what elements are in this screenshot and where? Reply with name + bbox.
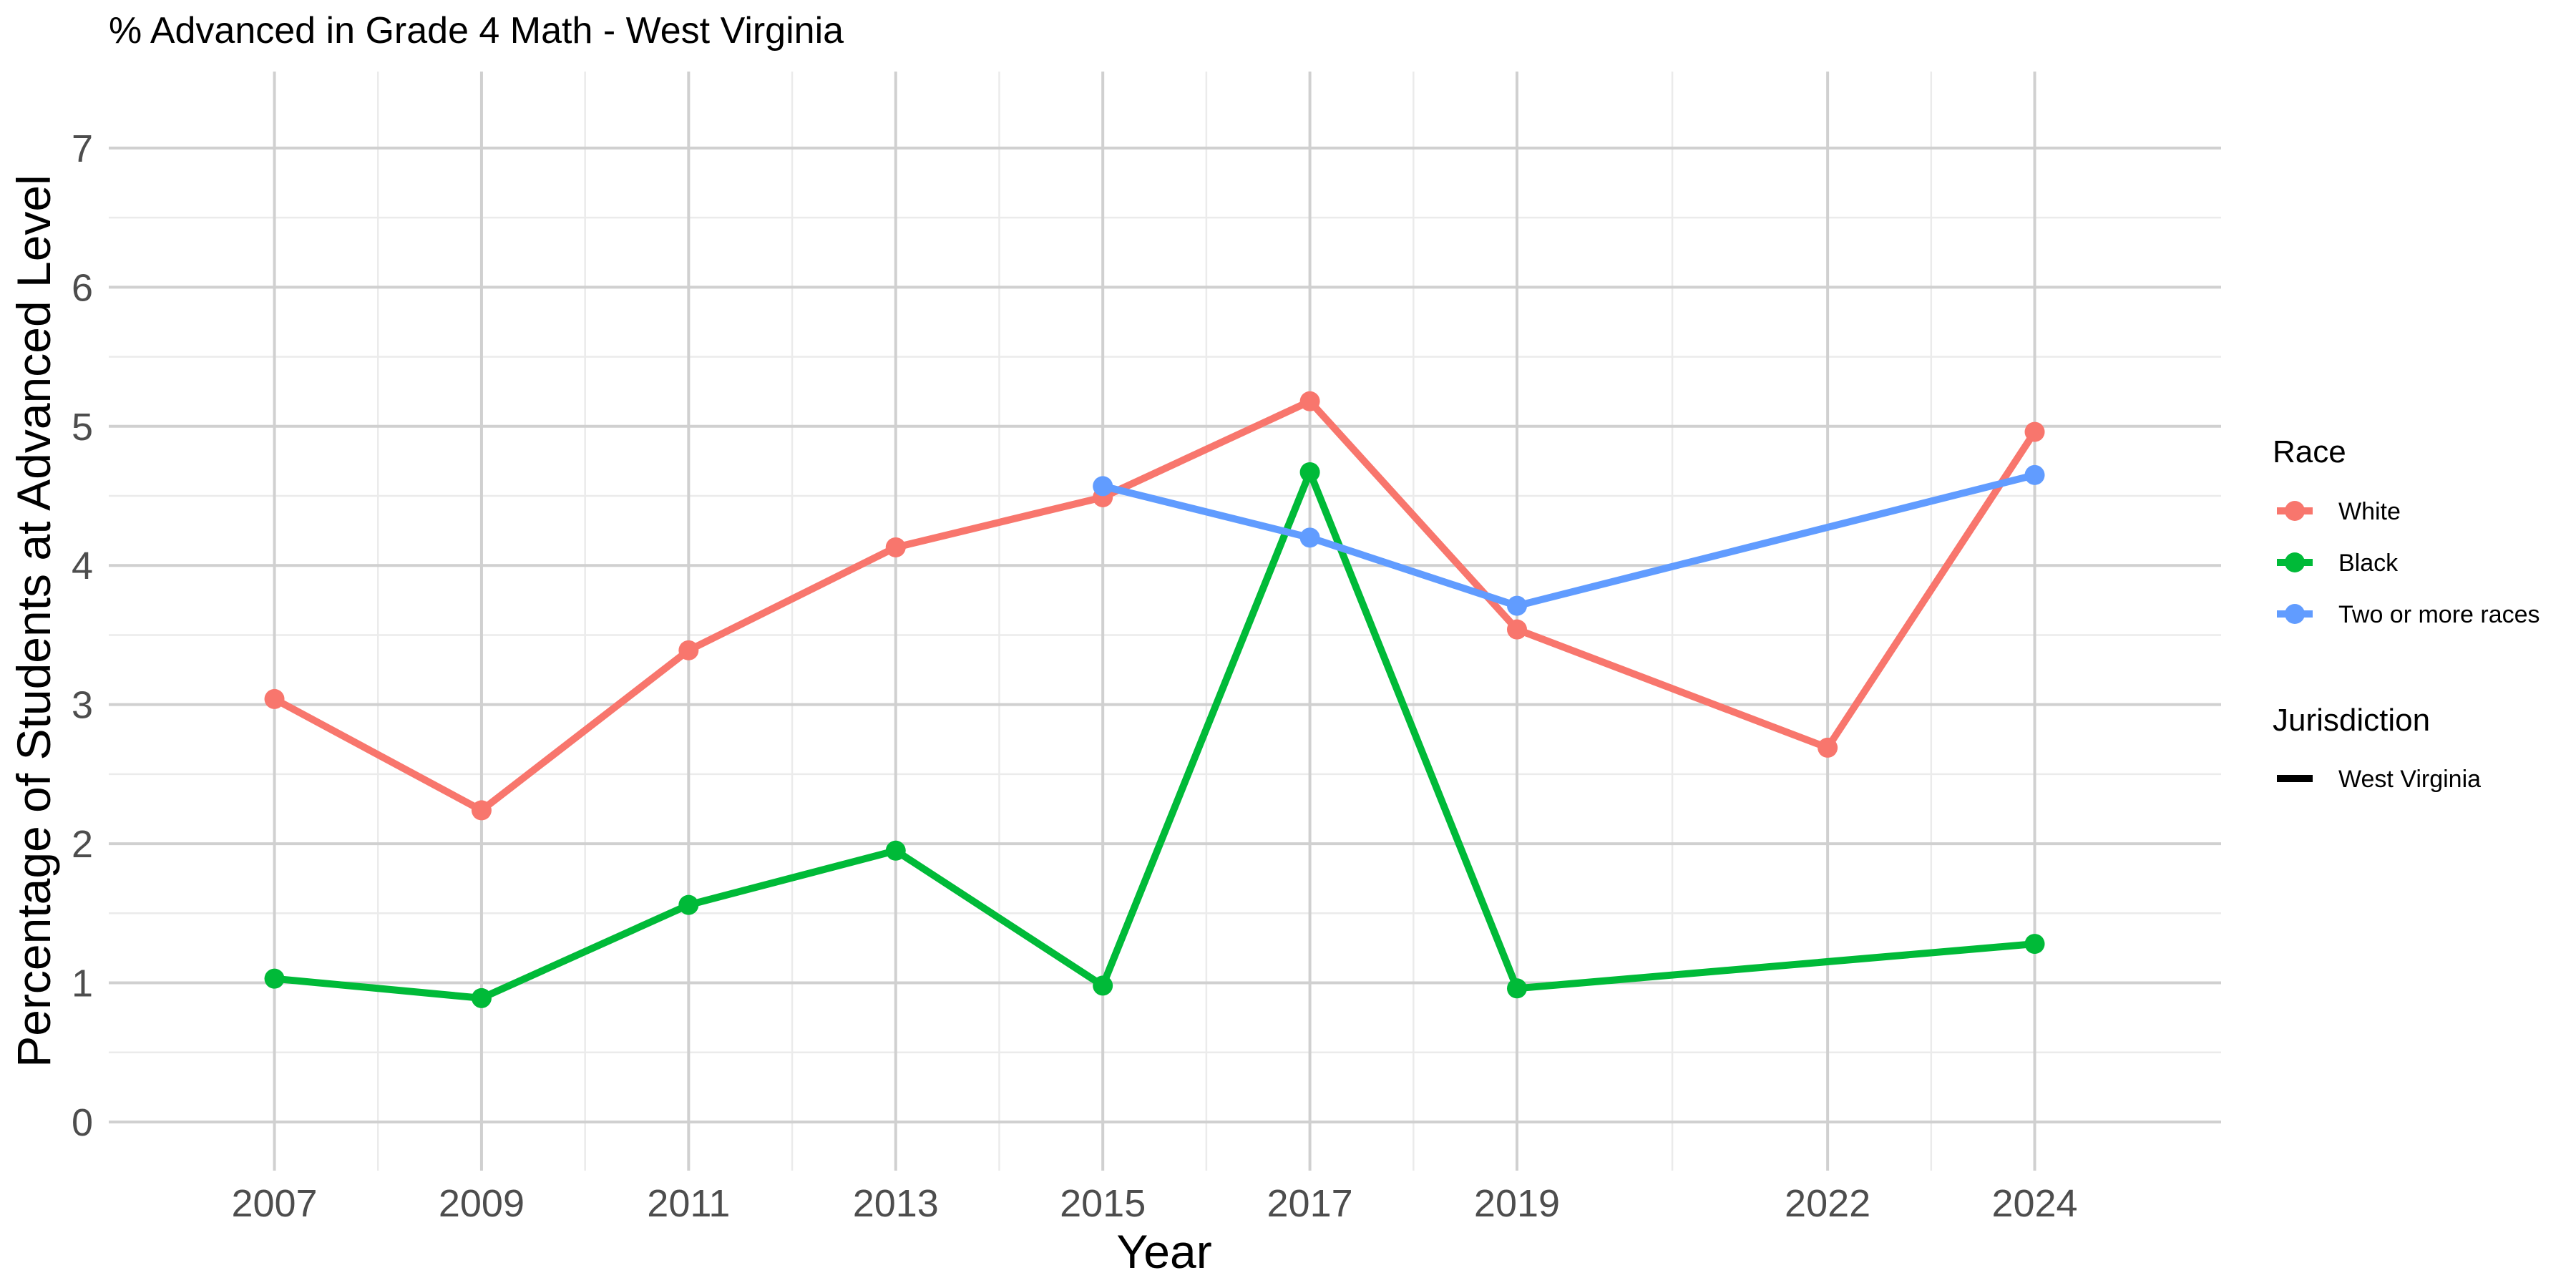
x-tick-label: 2024 [1991,1182,2077,1225]
x-tick-label: 2015 [1060,1182,1146,1225]
data-point-black [2024,934,2045,955]
y-tick-label: 4 [72,545,93,587]
y-tick-label: 0 [72,1101,93,1144]
data-point-white [1818,737,1838,758]
legend-key-point [2285,501,2305,521]
legend-title-race: Race [2273,434,2346,469]
x-axis-title: Year [1116,1225,1211,1278]
x-tick-label: 2019 [1474,1182,1560,1225]
data-point-black [264,968,285,989]
grid-layer [109,72,2221,1171]
x-tick-label: 2009 [439,1182,525,1225]
y-axis-title: Percentage of Students at Advanced Level [7,175,60,1068]
x-tick-label: 2017 [1267,1182,1353,1225]
data-point-black [1299,462,1320,482]
series-line-two-or-more-races [1101,472,2036,610]
legend: Race White Black Two or more races Jurisdict… [2273,434,2540,793]
x-tick-label: 2007 [231,1182,317,1225]
x-tick-label: 2011 [647,1182,730,1225]
data-point-black [885,840,906,861]
data-point-black [1507,978,1527,999]
data-point-two-or-more-races [1507,595,1527,616]
y-tick-label: 2 [72,823,93,866]
axis-layer: 0 1 2 3 4 5 6 7 2007 2009 2011 2013 2015 2017 2019 2022… [72,127,2078,1225]
legend-label: West Virginia [2338,766,2481,793]
series-layer [264,391,2045,1008]
data-point-white [1299,391,1320,411]
data-point-white [2024,421,2045,442]
data-point-white [1507,619,1527,640]
legend-label: Two or more races [2338,601,2540,628]
legend-key-point [2285,552,2305,572]
y-tick-label: 7 [72,127,93,170]
data-point-black [678,894,699,915]
data-point-white [885,537,906,557]
chart-title: % Advanced in Grade 4 Math - West Virgin… [109,10,844,52]
legend-label: White [2338,498,2401,525]
data-point-two-or-more-races [1299,527,1320,548]
legend-title-jurisdiction: Jurisdiction [2273,703,2430,738]
legend-key-point [2285,604,2305,624]
series-line-white [273,397,2038,814]
y-tick-label: 5 [72,406,93,449]
y-tick-label: 1 [72,962,93,1005]
data-point-white [471,800,492,821]
data-point-two-or-more-races [2024,464,2045,485]
data-point-white [264,688,285,709]
series-line-black [274,468,2035,1002]
x-tick-label: 2013 [853,1182,939,1225]
y-tick-label: 6 [72,266,93,309]
data-point-white [678,640,699,660]
data-point-black [1093,975,1113,996]
legend-label: Black [2338,550,2399,577]
y-tick-label: 3 [72,684,93,727]
x-tick-label: 2022 [1785,1182,1870,1225]
data-point-black [471,987,492,1008]
data-point-two-or-more-races [1093,476,1113,497]
